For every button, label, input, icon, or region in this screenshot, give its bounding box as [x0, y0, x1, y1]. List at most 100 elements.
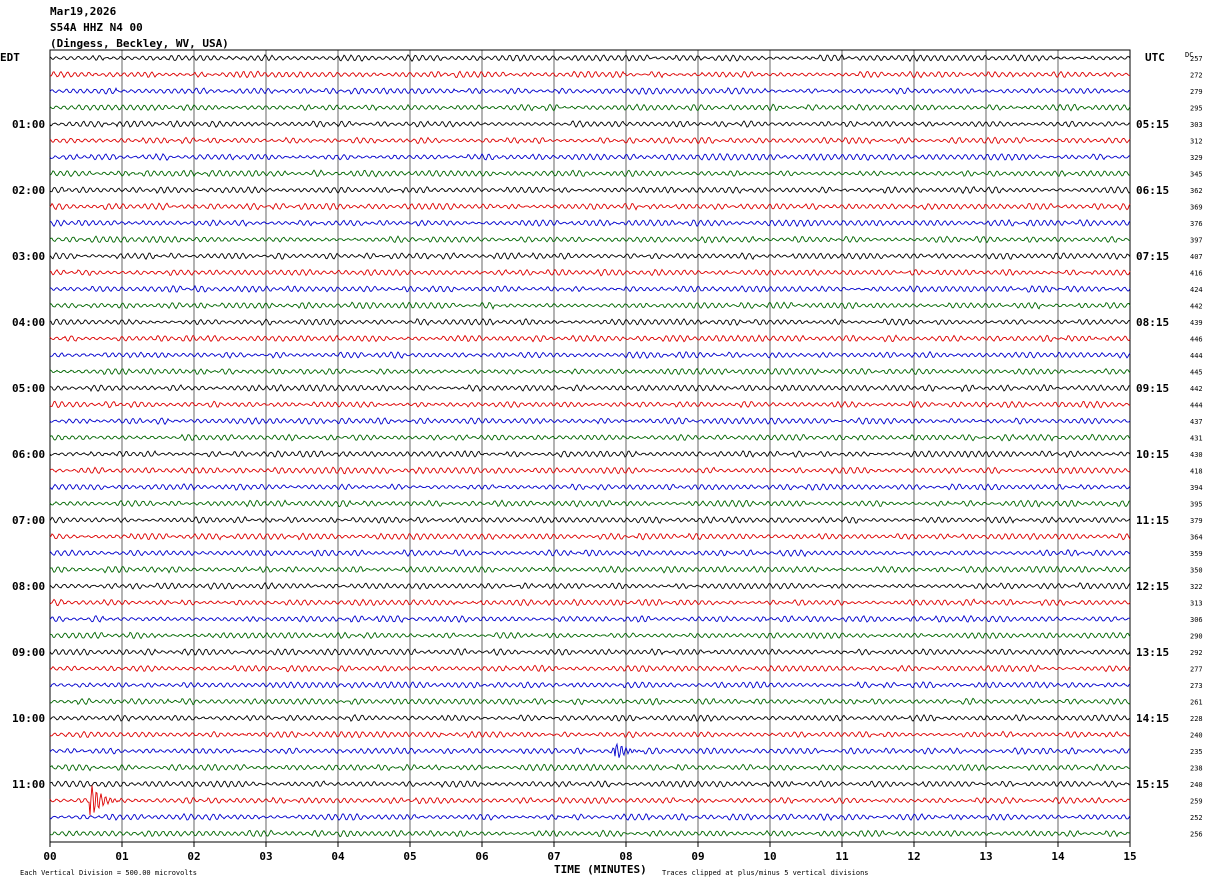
trace-row [49, 829, 1131, 838]
trace-row [49, 681, 1131, 689]
dc-offset-value: 295 [1190, 105, 1203, 113]
x-axis-ticks: 00 01 02 03 04 05 06 07 08 09 10 11 12 13 14 15 [43, 842, 1137, 863]
left-hour-label: 09:00 [12, 646, 45, 659]
right-hour-label: 11:15 [1136, 514, 1169, 527]
right-hour-label: 05:15 [1136, 118, 1169, 131]
trace-row [49, 350, 1131, 359]
location-label: (Dingess, Beckley, WV, USA) [50, 37, 229, 50]
seismic-traces [49, 53, 1131, 838]
x-tick-label: 15 [1123, 850, 1136, 863]
left-hour-label: 10:00 [12, 712, 45, 725]
left-hour-label: 04:00 [12, 316, 45, 329]
trace-row [49, 400, 1131, 409]
trace-row [49, 631, 1131, 640]
dc-offset-value: 257 [1190, 55, 1203, 63]
dc-offset-value: 445 [1190, 369, 1203, 377]
left-hour-label: 03:00 [12, 250, 45, 263]
scale-note: Each Vertical Division = 500.00 microvol… [20, 869, 197, 877]
date-label: Mar19,2026 [50, 5, 117, 18]
dc-offset-value: 228 [1190, 715, 1203, 723]
trace-row [49, 483, 1131, 492]
dc-offset-value: 322 [1190, 583, 1203, 591]
dc-offset-value: 345 [1190, 171, 1203, 179]
dc-offset-value: 376 [1190, 220, 1203, 228]
dc-offset-value: 272 [1190, 72, 1203, 80]
dc-offset-value: 252 [1190, 814, 1203, 822]
x-tick-label: 06 [475, 850, 489, 863]
right-hour-label: 06:15 [1136, 184, 1169, 197]
dc-offset-value: 261 [1190, 699, 1203, 707]
dc-offset-value: 442 [1190, 303, 1203, 311]
left-hour-label: 07:00 [12, 514, 45, 527]
left-hour-label: 06:00 [12, 448, 45, 461]
trace-row [49, 812, 1131, 822]
trace-row [49, 152, 1131, 162]
x-tick-label: 00 [43, 850, 56, 863]
dc-offset-value: 430 [1190, 451, 1203, 459]
x-axis-label: TIME (MINUTES) [554, 863, 647, 876]
dc-offset-value: 240 [1190, 781, 1203, 789]
right-hour-label: 15:15 [1136, 778, 1169, 791]
trace-row [49, 433, 1131, 442]
trace-row [49, 301, 1131, 310]
left-hour-label: 02:00 [12, 184, 45, 197]
x-tick-label: 01 [115, 850, 129, 863]
dc-offset-value: 442 [1190, 385, 1203, 393]
dc-offset-value: 364 [1190, 534, 1203, 542]
right-hour-label: 10:15 [1136, 448, 1169, 461]
dc-offset-value: 259 [1190, 798, 1203, 806]
trace-row [49, 367, 1131, 376]
dc-offset-value: 306 [1190, 616, 1203, 624]
trace-row [49, 202, 1131, 211]
right-timezone-label: UTC [1145, 51, 1165, 64]
x-tick-label: 05 [403, 850, 416, 863]
trace-row [49, 516, 1131, 524]
dc-offset-value: 277 [1190, 666, 1203, 674]
dc-offset-value: 273 [1190, 682, 1203, 690]
trace-row [49, 169, 1131, 178]
x-tick-label: 02 [187, 850, 200, 863]
x-tick-label: 10 [763, 850, 776, 863]
trace-row [49, 582, 1131, 590]
left-hour-label: 01:00 [12, 118, 45, 131]
trace-row [49, 119, 1131, 128]
trace-row [49, 284, 1131, 293]
left-hour-label: 05:00 [12, 382, 45, 395]
trace-row [49, 70, 1131, 79]
dc-offset-value: 240 [1190, 732, 1203, 740]
dc-offset-value: 416 [1190, 270, 1203, 278]
trace-row [49, 598, 1131, 607]
trace-row [49, 218, 1131, 228]
trace-row [49, 780, 1131, 789]
trace-row [49, 785, 1131, 816]
x-tick-label: 09 [691, 850, 704, 863]
plot-header: Mar19,2026 S54A HHZ N4 00 (Dingess, Beck… [50, 4, 229, 52]
dc-offset-value: 395 [1190, 501, 1203, 509]
dc-offset-value: 418 [1190, 468, 1203, 476]
right-hour-label: 09:15 [1136, 382, 1169, 395]
dc-offset-value: 446 [1190, 336, 1203, 344]
dc-header-label: DC [1185, 51, 1193, 59]
left-hour-label: 11:00 [12, 778, 45, 791]
right-time-labels: 05:15 06:15 07:15 08:15 09:15 10:15 11:15 12:15… [1136, 118, 1169, 791]
left-timezone-label: EDT [0, 51, 20, 64]
right-hour-label: 13:15 [1136, 646, 1169, 659]
x-tick-label: 04 [331, 850, 345, 863]
x-tick-label: 14 [1051, 850, 1065, 863]
dc-offset-value: 439 [1190, 319, 1203, 327]
dc-offset-value: 444 [1190, 352, 1203, 360]
trace-row [49, 532, 1131, 541]
x-tick-label: 13 [979, 850, 992, 863]
trace-row [49, 251, 1131, 261]
trace-row [49, 549, 1131, 558]
dc-offset-value: 359 [1190, 550, 1203, 558]
trace-row [49, 499, 1131, 508]
left-hour-label: 08:00 [12, 580, 45, 593]
right-hour-label: 08:15 [1136, 316, 1169, 329]
dc-offset-value: 303 [1190, 121, 1203, 129]
trace-row [49, 697, 1131, 706]
dc-offset-value: 329 [1190, 154, 1203, 162]
dc-offset-value: 313 [1190, 600, 1203, 608]
trace-row [49, 565, 1131, 574]
